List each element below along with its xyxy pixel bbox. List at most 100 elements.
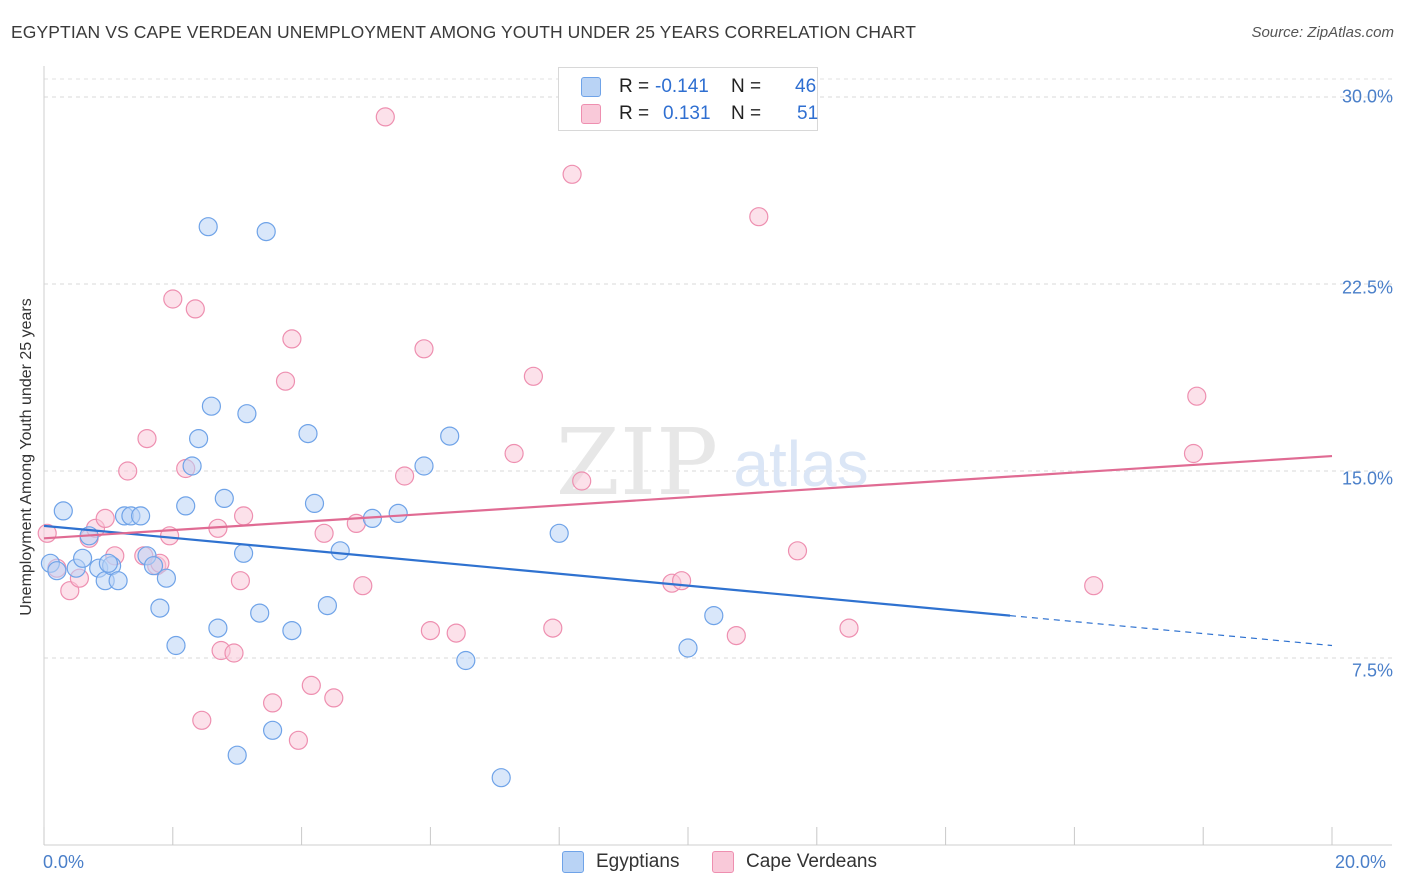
- cape-verdean-point: [414, 339, 434, 359]
- x-tick-label-max: 20.0%: [1335, 852, 1387, 872]
- cape-verdeans-trendline: [43, 454, 1333, 540]
- egyptian-point: [47, 561, 67, 581]
- cape-verdean-point: [395, 466, 415, 486]
- egyptian-point: [456, 650, 476, 671]
- cape-verdean-point: [95, 508, 115, 529]
- cape-verdean-point: [523, 366, 544, 386]
- cape-verdean-point: [192, 710, 212, 730]
- legend-n-label: N =: [731, 76, 762, 97]
- y-tick-label: 30.0%: [1341, 86, 1393, 107]
- cape-verdean-point: [1183, 443, 1204, 464]
- legend-r-label: R =: [619, 76, 650, 97]
- cape-verdean-point: [224, 643, 244, 663]
- cape-verdean-point: [562, 164, 582, 184]
- egyptian-point: [198, 217, 218, 237]
- egyptian-point: [208, 618, 228, 638]
- egyptian-point: [143, 556, 164, 576]
- legend-r-value: -0.141: [655, 76, 709, 97]
- cape-verdean-point: [263, 693, 283, 713]
- legend-n-value: 46: [795, 76, 817, 97]
- egyptian-point: [72, 548, 93, 568]
- egyptian-point: [330, 541, 350, 561]
- cape-verdean-point: [163, 289, 183, 309]
- cape-verdean-point: [726, 625, 746, 646]
- cape-verdean-point: [572, 471, 592, 491]
- cape-verdean-point: [1187, 386, 1207, 406]
- cape-verdean-point: [787, 541, 808, 561]
- legend-swatch-pink: [581, 104, 601, 124]
- egyptian-point: [549, 523, 569, 543]
- legend-r-label: R =: [619, 103, 650, 124]
- cape-verdean-point: [185, 299, 205, 319]
- egyptian-point: [491, 768, 511, 788]
- cape-verdean-point: [671, 571, 692, 591]
- cape-verdean-point: [288, 730, 308, 750]
- egyptian-point: [256, 222, 276, 242]
- legend-r-value: 0.131: [663, 103, 711, 124]
- egyptian-point: [182, 456, 202, 476]
- cape-verdean-point: [118, 461, 138, 481]
- y-tick-label: 15.0%: [1341, 468, 1393, 489]
- bottom-legend-swatch-blue: [562, 851, 584, 873]
- cape-verdean-point: [420, 620, 440, 641]
- cape-verdean-point: [314, 523, 334, 543]
- egyptian-point: [156, 568, 176, 588]
- cape-verdean-point: [839, 618, 859, 638]
- cape-verdean-point: [301, 675, 321, 696]
- egyptians-trendline-extension: [1009, 615, 1333, 647]
- x-tick-label-min: 0.0%: [43, 852, 85, 872]
- egyptian-point: [298, 424, 318, 444]
- egyptian-point: [317, 595, 337, 616]
- egyptian-point: [201, 396, 221, 416]
- egyptian-point: [704, 605, 724, 626]
- cape-verdean-point: [446, 623, 466, 643]
- bottom-legend-cape-verdeans-label: Cape Verdeans: [746, 851, 877, 872]
- cape-verdean-point: [275, 371, 296, 391]
- egyptian-point: [150, 598, 170, 618]
- egyptian-point: [176, 496, 196, 516]
- egyptian-point: [237, 404, 257, 424]
- egyptian-point: [234, 543, 254, 563]
- egyptian-point: [53, 501, 73, 521]
- cape-verdean-point: [234, 506, 254, 526]
- cape-verdean-point: [282, 329, 302, 349]
- chart-title: EGYPTIAN VS CAPE VERDEAN UNEMPLOYMENT AM…: [11, 22, 917, 42]
- cape-verdean-point: [137, 429, 157, 449]
- egyptian-point: [440, 426, 460, 446]
- cape-verdean-point: [543, 618, 563, 638]
- legend-n-value: 51: [797, 103, 819, 124]
- egyptian-point: [131, 506, 151, 526]
- cape-verdean-point: [230, 571, 250, 591]
- correlation-legend: R = -0.141 N = 46 R = 0.131 N = 51: [558, 67, 818, 131]
- y-axis-label: Unemployment Among Youth under 25 years: [18, 298, 35, 616]
- source-label: Source: ZipAtlas.com: [1251, 24, 1394, 41]
- egyptian-point: [227, 745, 247, 765]
- cape-verdean-point: [749, 207, 769, 227]
- cape-verdean-point: [375, 107, 395, 127]
- egyptian-point: [214, 488, 234, 508]
- cape-verdean-point: [353, 576, 373, 596]
- egyptian-point: [189, 429, 209, 449]
- bottom-legend-egyptians: Egyptians: [562, 851, 679, 873]
- y-tick-label: 22.5%: [1341, 277, 1393, 298]
- bottom-legend-egyptians-label: Egyptians: [596, 851, 680, 872]
- egyptian-point: [388, 503, 408, 524]
- legend-swatch-blue: [581, 77, 601, 97]
- egyptian-point: [263, 720, 283, 740]
- cape-verdean-point: [1084, 576, 1104, 596]
- cape-verdean-point: [504, 443, 524, 464]
- egyptian-point: [282, 620, 302, 641]
- egyptian-point: [304, 493, 325, 513]
- egyptian-point: [108, 571, 128, 591]
- egyptian-point: [414, 456, 434, 476]
- legend-n-label: N =: [731, 103, 762, 124]
- egyptian-point: [166, 635, 186, 656]
- egyptian-point: [250, 603, 270, 623]
- cape-verdean-point: [324, 688, 344, 708]
- bottom-legend-cape-verdeans: Cape Verdeans: [712, 851, 877, 873]
- y-tick-label: 7.5%: [1351, 660, 1393, 681]
- egyptian-point: [678, 638, 698, 658]
- egyptians-trendline: [43, 524, 1011, 617]
- watermark-zip: ZIP: [556, 409, 718, 516]
